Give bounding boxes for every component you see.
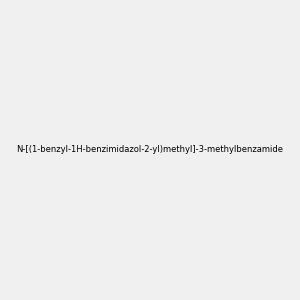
Text: N-[(1-benzyl-1H-benzimidazol-2-yl)methyl]-3-methylbenzamide: N-[(1-benzyl-1H-benzimidazol-2-yl)methyl… (16, 146, 283, 154)
